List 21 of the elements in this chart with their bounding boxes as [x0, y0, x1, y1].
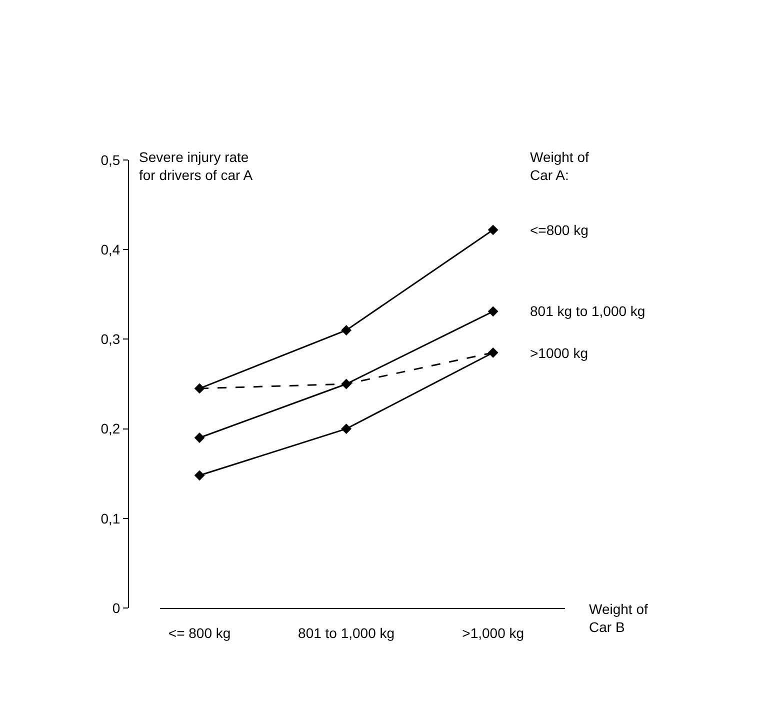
point [488, 306, 498, 317]
x-tick-label: 801 to 1,000 kg [298, 624, 395, 641]
y-tick-label: 0,5 [100, 152, 120, 168]
y-tick-label: 0,4 [100, 242, 120, 258]
point [194, 432, 205, 443]
y-tick-label: 0,1 [100, 510, 120, 526]
x-tick-label: <= 800 kg [168, 624, 231, 641]
x-axis-title: Weight of Car B [589, 601, 648, 636]
point [341, 325, 352, 336]
legend-title: Weight of Car A: [530, 149, 589, 184]
y-tick-label: 0,3 [100, 331, 120, 348]
y-tick-label: 0 [112, 600, 120, 616]
y-axis-title: Severe injury rate for drivers of car A [139, 149, 254, 184]
x-tick-label: >1,000 kg [462, 624, 524, 641]
point [194, 470, 205, 481]
text: <=800 kg [530, 222, 588, 238]
point [488, 224, 498, 236]
y-tick-label: 0,2 [100, 420, 120, 437]
text: >1000 kg [530, 345, 588, 361]
point [341, 424, 352, 434]
text: 801 kg to 1,000 kg [530, 303, 646, 319]
